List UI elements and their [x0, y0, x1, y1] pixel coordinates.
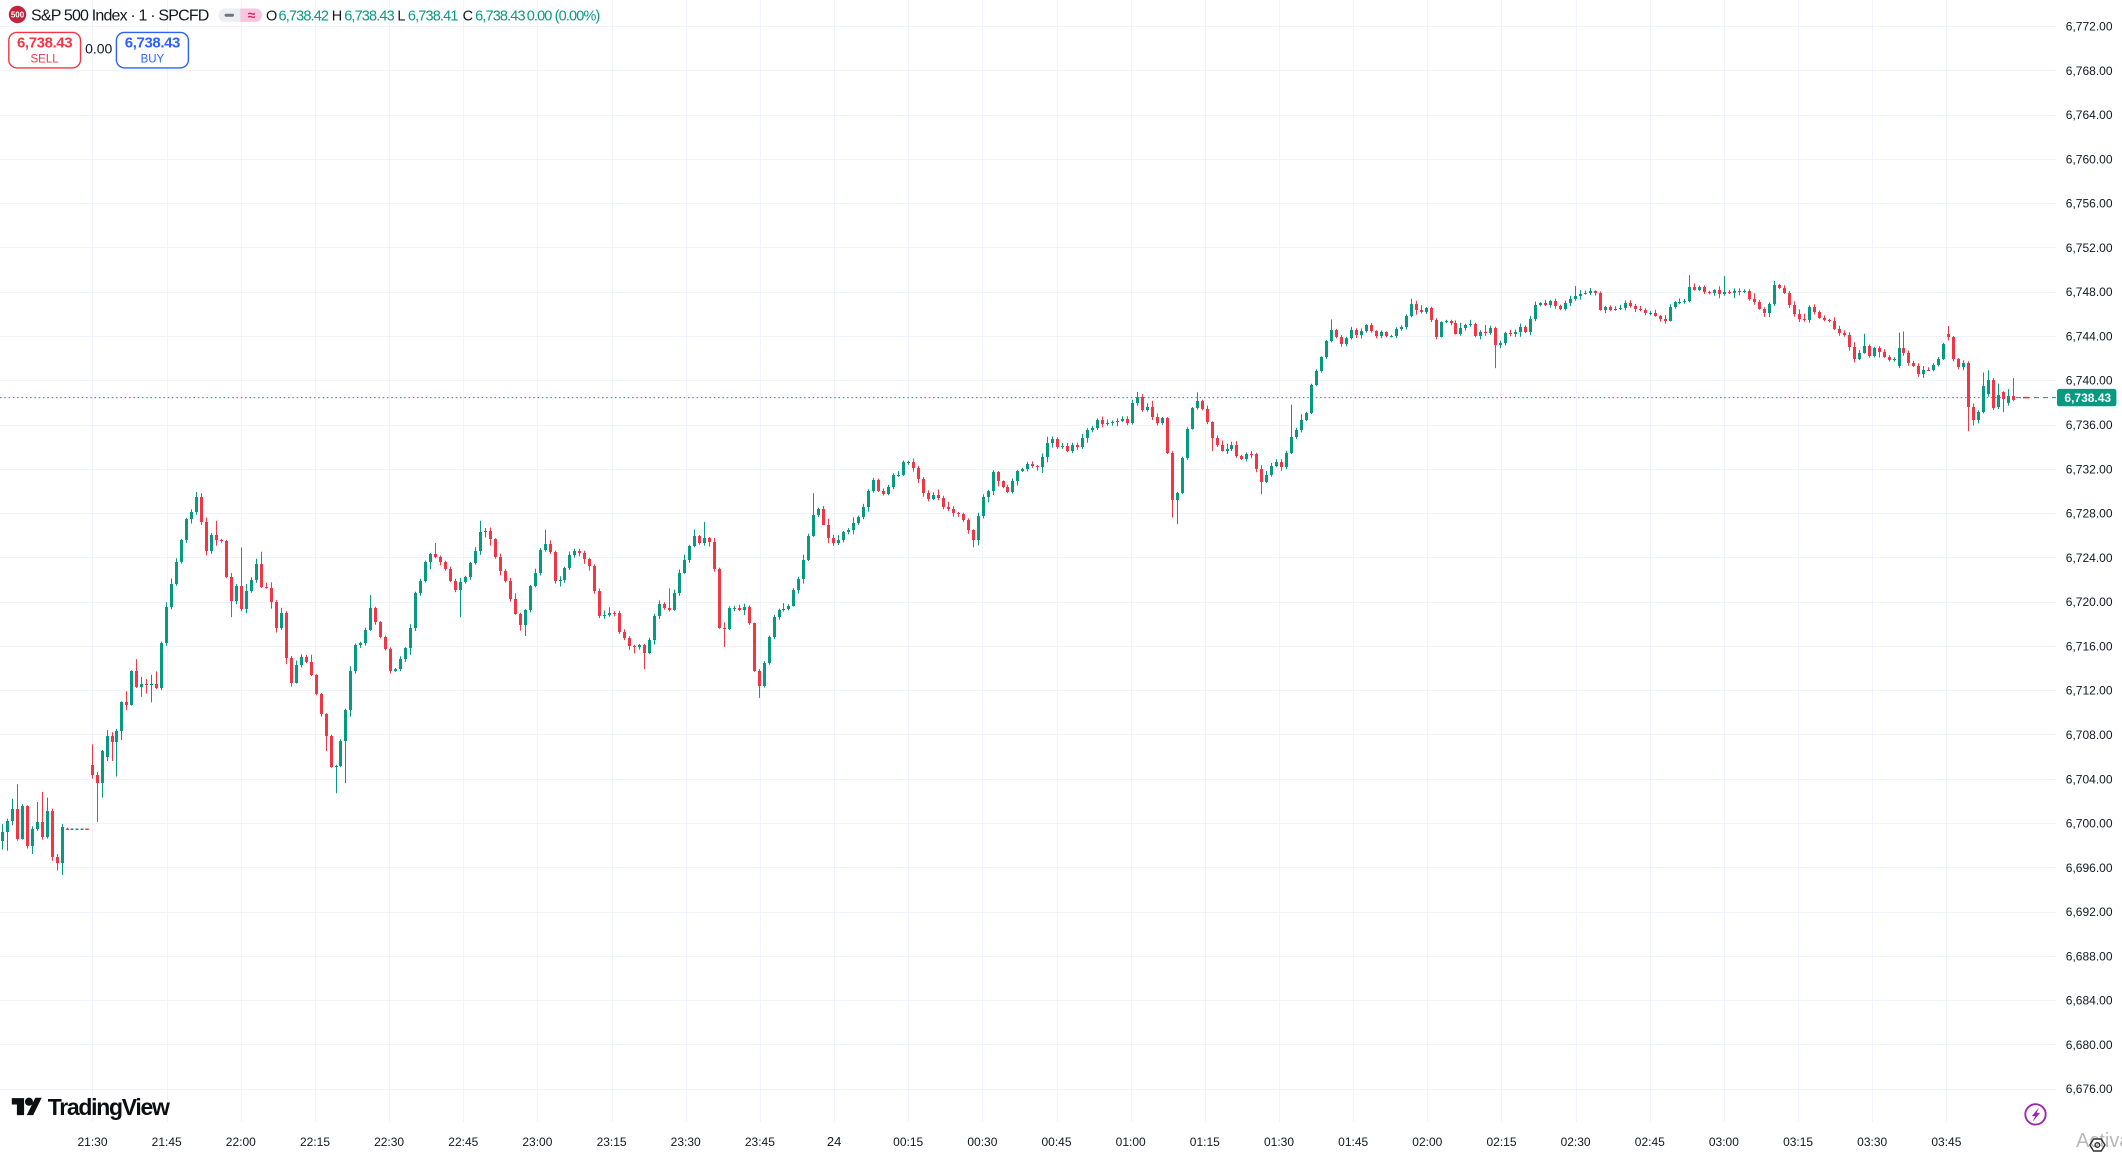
- svg-text:≈: ≈: [248, 7, 256, 23]
- svg-text:23:30: 23:30: [671, 1135, 701, 1149]
- svg-text:23:00: 23:00: [522, 1135, 552, 1149]
- svg-text:Activa: Activa: [2076, 1130, 2122, 1152]
- svg-text:02:00: 02:00: [1412, 1135, 1442, 1149]
- svg-text:500: 500: [11, 10, 25, 19]
- svg-text:01:30: 01:30: [1264, 1135, 1294, 1149]
- svg-text:22:00: 22:00: [226, 1135, 256, 1149]
- svg-text:03:45: 03:45: [1931, 1135, 1961, 1149]
- svg-text:01:00: 01:00: [1116, 1135, 1146, 1149]
- svg-text:02:45: 02:45: [1635, 1135, 1665, 1149]
- svg-text:6,696.00: 6,696.00: [2066, 861, 2113, 875]
- svg-text:03:15: 03:15: [1783, 1135, 1813, 1149]
- svg-text:00:45: 00:45: [1041, 1135, 1071, 1149]
- svg-text:6,772.00: 6,772.00: [2066, 20, 2113, 34]
- svg-text:6,740.00: 6,740.00: [2066, 374, 2113, 388]
- svg-text:03:30: 03:30: [1857, 1135, 1887, 1149]
- svg-text:6,716.00: 6,716.00: [2066, 639, 2113, 653]
- svg-text:TradingView: TradingView: [48, 1094, 170, 1120]
- svg-text:6,684.00: 6,684.00: [2066, 994, 2113, 1008]
- svg-text:H: H: [332, 9, 342, 25]
- svg-text:6,760.00: 6,760.00: [2066, 152, 2113, 166]
- svg-text:23:15: 23:15: [597, 1135, 627, 1149]
- svg-text:01:15: 01:15: [1190, 1135, 1220, 1149]
- svg-text:02:30: 02:30: [1561, 1135, 1591, 1149]
- svg-text:6,708.00: 6,708.00: [2066, 728, 2113, 742]
- svg-text:6,738.41: 6,738.41: [408, 9, 458, 25]
- svg-text:6,756.00: 6,756.00: [2066, 197, 2113, 211]
- svg-text:6,692.00: 6,692.00: [2066, 905, 2113, 919]
- svg-text:6,764.00: 6,764.00: [2066, 108, 2113, 122]
- svg-text:C: C: [463, 9, 473, 25]
- svg-text:6,768.00: 6,768.00: [2066, 64, 2113, 78]
- svg-text:22:45: 22:45: [448, 1135, 478, 1149]
- svg-text:00:30: 00:30: [967, 1135, 997, 1149]
- svg-text:6,738.43: 6,738.43: [475, 9, 525, 25]
- svg-text:BUY: BUY: [141, 53, 165, 65]
- svg-text:6,736.00: 6,736.00: [2066, 418, 2113, 432]
- svg-text:6,728.00: 6,728.00: [2066, 507, 2113, 521]
- svg-text:6,676.00: 6,676.00: [2066, 1082, 2113, 1096]
- svg-text:O: O: [266, 9, 277, 25]
- svg-text:6,680.00: 6,680.00: [2066, 1038, 2113, 1052]
- svg-text:6,752.00: 6,752.00: [2066, 241, 2113, 255]
- svg-text:6,688.00: 6,688.00: [2066, 949, 2113, 963]
- svg-text:21:45: 21:45: [152, 1135, 182, 1149]
- svg-text:6,738.43: 6,738.43: [2064, 391, 2111, 405]
- svg-text:22:30: 22:30: [374, 1135, 404, 1149]
- svg-text:02:15: 02:15: [1486, 1135, 1516, 1149]
- svg-text:03:00: 03:00: [1709, 1135, 1739, 1149]
- svg-text:6,732.00: 6,732.00: [2066, 462, 2113, 476]
- svg-text:6,744.00: 6,744.00: [2066, 330, 2113, 344]
- svg-text:6,748.00: 6,748.00: [2066, 285, 2113, 299]
- svg-text:21:30: 21:30: [77, 1135, 107, 1149]
- svg-text:01:45: 01:45: [1338, 1135, 1368, 1149]
- svg-text:SELL: SELL: [31, 53, 60, 65]
- svg-text:6,738.43: 6,738.43: [17, 35, 72, 52]
- svg-text:6,704.00: 6,704.00: [2066, 772, 2113, 786]
- svg-text:6,738.42: 6,738.42: [279, 9, 329, 25]
- svg-text:6,738.43: 6,738.43: [125, 35, 180, 52]
- svg-text:6,724.00: 6,724.00: [2066, 551, 2113, 565]
- svg-text:24: 24: [827, 1134, 841, 1149]
- svg-text:L: L: [397, 9, 405, 25]
- svg-text:6,700.00: 6,700.00: [2066, 817, 2113, 831]
- svg-text:23:45: 23:45: [745, 1135, 775, 1149]
- svg-text:6,738.43: 6,738.43: [344, 9, 394, 25]
- svg-text:00:15: 00:15: [893, 1135, 923, 1149]
- svg-text:22:15: 22:15: [300, 1135, 330, 1149]
- svg-text:S&P 500 Index · 1 · SPCFD: S&P 500 Index · 1 · SPCFD: [31, 8, 209, 25]
- svg-text:0.00: 0.00: [85, 40, 112, 56]
- svg-text:6,712.00: 6,712.00: [2066, 684, 2113, 698]
- svg-text:0.00 (0.00%): 0.00 (0.00%): [527, 9, 600, 25]
- svg-text:6,720.00: 6,720.00: [2066, 595, 2113, 609]
